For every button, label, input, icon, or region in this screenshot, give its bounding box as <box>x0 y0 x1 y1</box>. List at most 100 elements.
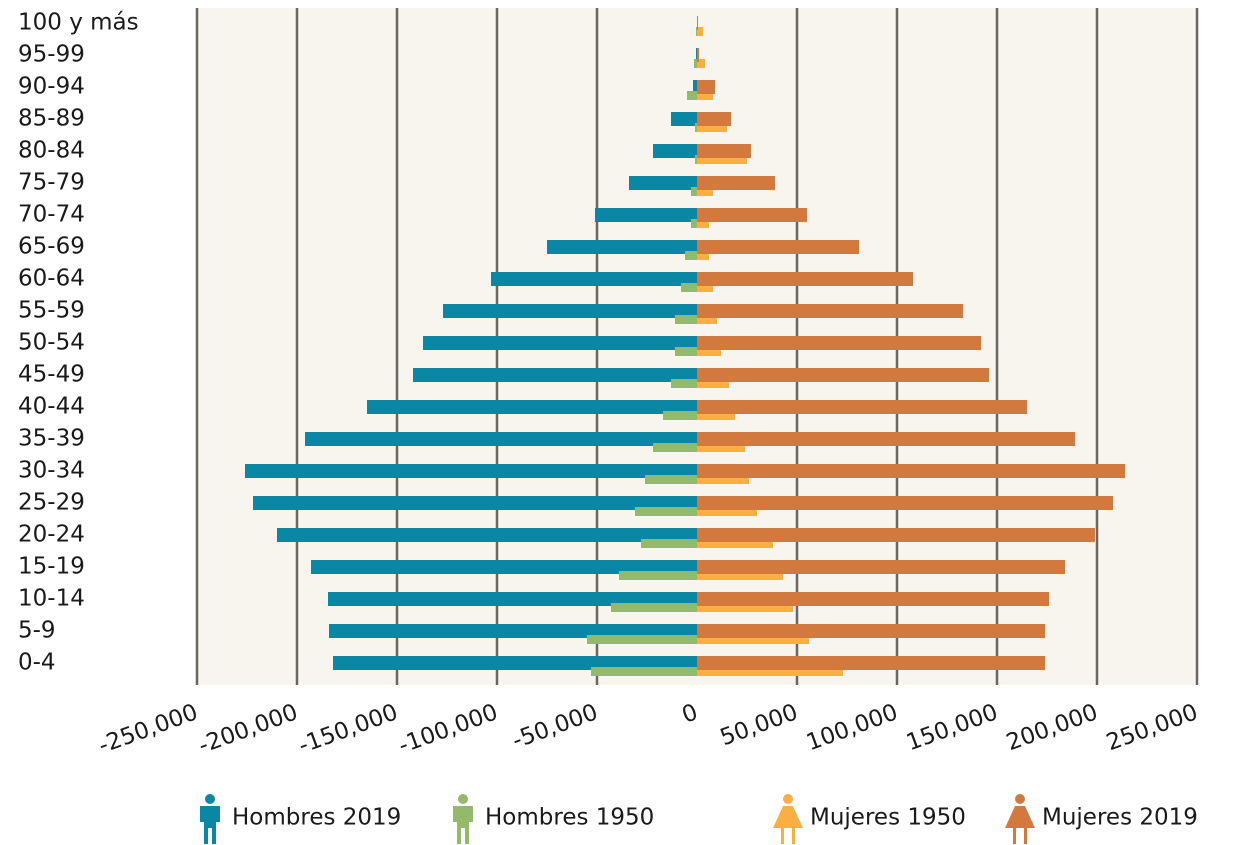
bar <box>671 379 697 388</box>
bar <box>696 27 697 36</box>
y-tick-label: 70-74 <box>18 202 85 228</box>
y-tick-label: 20-24 <box>18 522 85 548</box>
bar <box>694 59 697 68</box>
bar <box>697 16 698 30</box>
bar <box>697 315 717 324</box>
bar <box>697 560 1065 574</box>
legend-icon-head <box>458 794 468 804</box>
legend-icon-body <box>453 806 473 844</box>
bar <box>696 48 697 62</box>
bar <box>697 571 783 580</box>
y-tick-label: 85-89 <box>18 106 85 132</box>
bar <box>328 592 697 606</box>
bar <box>491 272 697 286</box>
bar <box>697 656 1045 670</box>
bar <box>645 475 697 484</box>
bar <box>697 112 731 126</box>
bar <box>697 59 705 68</box>
bar <box>653 144 697 158</box>
bar <box>687 91 697 100</box>
legend-icon-head <box>1015 794 1025 804</box>
y-tick-label: 30-34 <box>18 458 85 484</box>
bar <box>697 592 1049 606</box>
bar <box>697 528 1095 542</box>
bar <box>697 507 757 516</box>
bar <box>691 187 697 196</box>
x-tick-label: -250,000 <box>95 699 201 759</box>
legend-label: Mujeres 2019 <box>1042 805 1198 831</box>
bar <box>697 539 773 548</box>
bar <box>695 123 697 132</box>
x-tick-label: -100,000 <box>395 699 501 759</box>
bar <box>681 283 697 292</box>
bar <box>305 432 697 446</box>
legend-label: Mujeres 1950 <box>810 805 966 831</box>
bar <box>697 304 963 318</box>
y-tick-label: 15-19 <box>18 554 85 580</box>
x-tick-label: 150,000 <box>903 699 1001 756</box>
y-tick-label: 95-99 <box>18 42 85 68</box>
x-tick-label: 0 <box>679 699 702 728</box>
bar <box>697 240 859 254</box>
bar <box>697 603 793 612</box>
legend-icon-body <box>1005 806 1035 844</box>
bar <box>333 656 697 670</box>
bar <box>697 272 913 286</box>
y-tick-label: 45-49 <box>18 362 85 388</box>
y-tick-label: 55-59 <box>18 298 85 324</box>
bar <box>697 400 1027 414</box>
bar <box>697 635 809 644</box>
bar <box>697 624 1045 638</box>
y-tick-label: 40-44 <box>18 394 85 420</box>
bar <box>697 176 775 190</box>
bar <box>547 240 697 254</box>
x-tick-label: 250,000 <box>1103 699 1201 756</box>
y-tick-label: 60-64 <box>18 266 85 292</box>
bar <box>697 475 749 484</box>
legend-label: Hombres 2019 <box>232 805 401 831</box>
bar <box>697 27 703 36</box>
bar <box>635 507 697 516</box>
bar <box>697 432 1075 446</box>
legend-icon-head <box>783 794 793 804</box>
legend-icon-body <box>773 806 803 844</box>
bar <box>697 496 1113 510</box>
y-tick-label: 35-39 <box>18 426 85 452</box>
bar <box>311 560 697 574</box>
y-tick-label: 90-94 <box>18 74 85 100</box>
bar <box>697 187 713 196</box>
bar <box>653 443 697 452</box>
y-tick-label: 75-79 <box>18 170 85 196</box>
bar <box>697 80 715 94</box>
bar <box>697 251 709 260</box>
bar <box>443 304 697 318</box>
y-tick-label: 10-14 <box>18 586 85 612</box>
bar <box>697 48 699 62</box>
bar <box>619 571 697 580</box>
x-tick-label: -150,000 <box>295 699 401 759</box>
legend-icon-body <box>200 806 220 844</box>
bar <box>697 155 747 164</box>
bar <box>697 411 735 420</box>
bar <box>697 144 751 158</box>
x-tick-label: 100,000 <box>803 699 901 756</box>
bar <box>277 528 697 542</box>
x-tick-label: -200,000 <box>195 699 301 759</box>
x-tick-label: 200,000 <box>1003 699 1101 756</box>
y-tick-label: 100 y más <box>18 10 139 36</box>
legend-label: Hombres 1950 <box>485 805 654 831</box>
y-tick-label: 65-69 <box>18 234 85 260</box>
bar <box>629 176 697 190</box>
bar <box>697 464 1125 478</box>
bar <box>423 336 697 350</box>
bar <box>663 411 697 420</box>
bar <box>329 624 697 638</box>
bar <box>697 347 721 356</box>
bar <box>367 400 697 414</box>
bar <box>697 91 713 100</box>
legend-icon-head <box>205 794 215 804</box>
bar <box>695 155 697 164</box>
bar <box>595 208 697 222</box>
bar <box>591 667 697 676</box>
